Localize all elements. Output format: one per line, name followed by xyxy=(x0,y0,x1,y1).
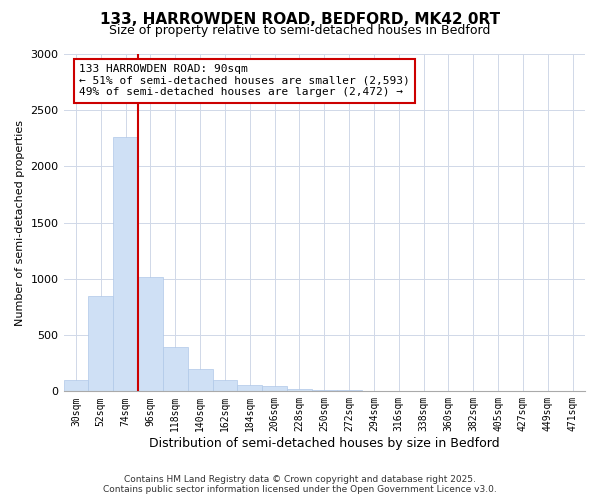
Bar xyxy=(337,390,362,392)
Bar xyxy=(113,137,138,392)
Bar xyxy=(138,276,163,392)
Bar xyxy=(88,296,113,392)
Text: Contains HM Land Registry data © Crown copyright and database right 2025.
Contai: Contains HM Land Registry data © Crown c… xyxy=(103,474,497,494)
Bar xyxy=(64,380,88,392)
Bar xyxy=(212,380,238,392)
Bar xyxy=(362,391,386,392)
Y-axis label: Number of semi-detached properties: Number of semi-detached properties xyxy=(15,120,25,326)
Text: 133 HARROWDEN ROAD: 90sqm
← 51% of semi-detached houses are smaller (2,593)
49% : 133 HARROWDEN ROAD: 90sqm ← 51% of semi-… xyxy=(79,64,410,98)
X-axis label: Distribution of semi-detached houses by size in Bedford: Distribution of semi-detached houses by … xyxy=(149,437,500,450)
Bar xyxy=(163,348,188,392)
Text: Size of property relative to semi-detached houses in Bedford: Size of property relative to semi-detach… xyxy=(109,24,491,37)
Bar xyxy=(312,390,337,392)
Bar xyxy=(262,386,287,392)
Text: 133, HARROWDEN ROAD, BEDFORD, MK42 0RT: 133, HARROWDEN ROAD, BEDFORD, MK42 0RT xyxy=(100,12,500,28)
Bar xyxy=(238,384,262,392)
Bar xyxy=(287,388,312,392)
Bar xyxy=(188,369,212,392)
